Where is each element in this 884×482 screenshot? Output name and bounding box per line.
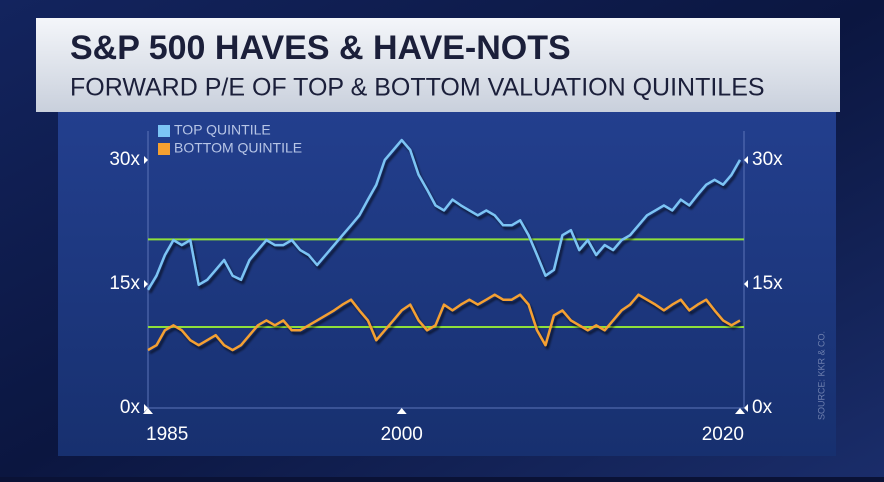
legend-swatch <box>158 125 170 137</box>
y2-tick <box>744 404 748 412</box>
legend-swatch <box>158 143 170 155</box>
y2-tick <box>744 155 748 164</box>
plot: 0x 0x 15x 15x 30x 30x 1985 2000 2020 TOP QUINTILE… <box>109 122 783 445</box>
x-tick <box>735 408 745 414</box>
y-tick <box>144 404 148 412</box>
chart-panel <box>58 108 836 456</box>
chart-subtitle: FORWARD P/E OF TOP & BOTTOM VALUATION QU… <box>70 74 765 102</box>
x-tick <box>396 408 407 414</box>
legend-label: TOP QUINTILE <box>174 122 271 138</box>
y2-tick <box>744 279 748 288</box>
legend-label: BOTTOM QUINTILE <box>174 140 302 156</box>
x-tick-label: 2000 <box>381 424 423 445</box>
y-tick-label: 15x <box>109 273 140 294</box>
series-line <box>146 138 742 291</box>
header-box <box>36 18 840 112</box>
y-tick <box>144 279 148 288</box>
y-tick-label: 30x <box>109 149 140 170</box>
x-tick <box>143 408 153 414</box>
y-tick <box>144 155 148 164</box>
chart-title: S&P 500 HAVES & HAVE-NOTS <box>70 29 571 67</box>
y2-tick-label: 0x <box>752 397 773 418</box>
y-tick-label: 0x <box>120 397 141 418</box>
x-tick-label: 1985 <box>146 424 188 445</box>
series-line <box>147 293 741 352</box>
y2-tick-label: 15x <box>752 273 783 294</box>
source-note: SOURCE: KKR & CO. <box>816 331 826 420</box>
y2-tick-label: 30x <box>752 149 783 170</box>
x-tick-label: 2020 <box>702 424 744 445</box>
